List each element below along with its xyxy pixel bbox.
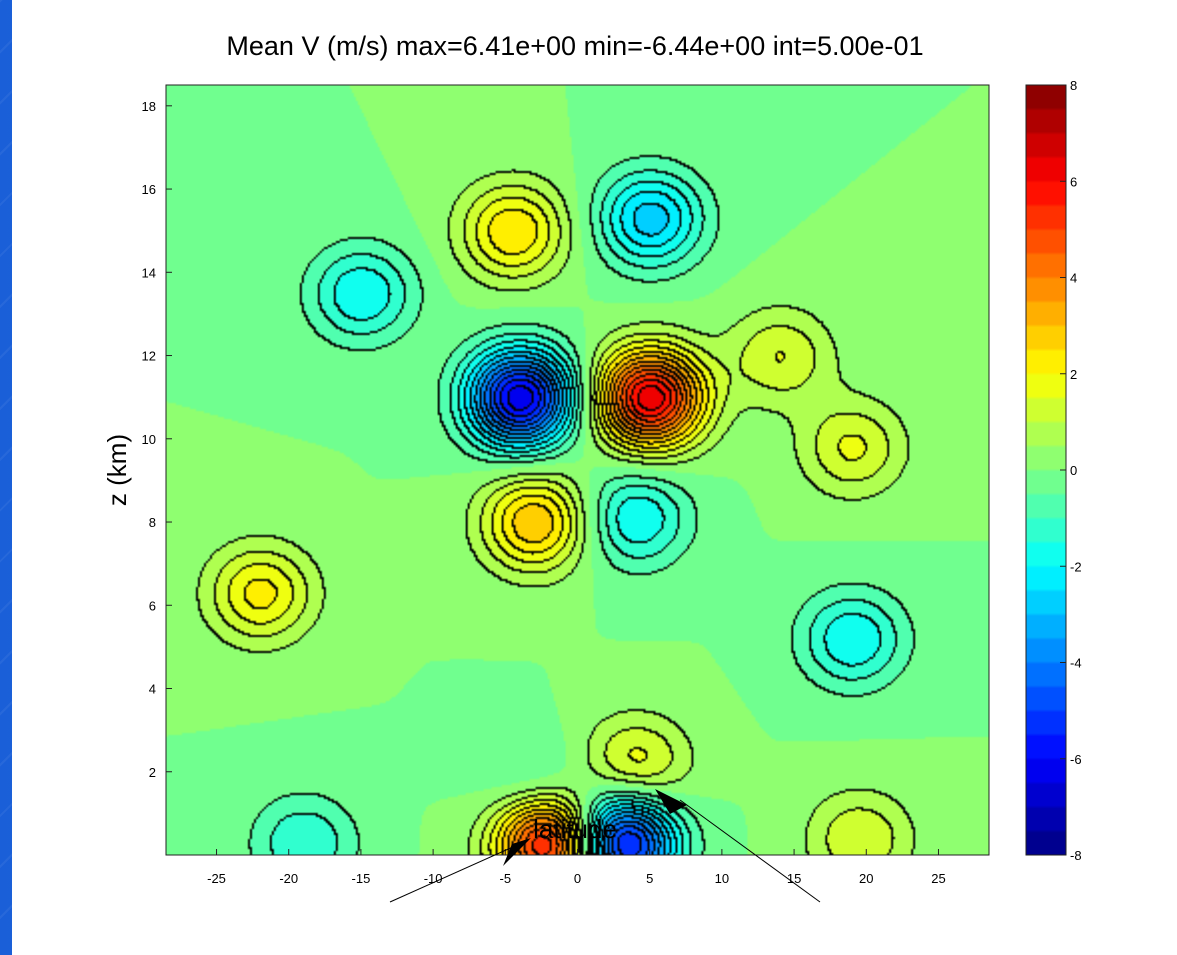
y-tick-label: 16	[142, 182, 156, 197]
colorbar-tick-label: 8	[1070, 78, 1077, 93]
y-tick-label: 4	[149, 682, 156, 697]
y-tick-label: 8	[149, 515, 156, 530]
colorbar-tick-label: -4	[1070, 656, 1082, 671]
y-axis-ticks: 2 4 6 8 10 12 14 16 18	[142, 99, 172, 780]
x-tick-label: 20	[859, 871, 873, 886]
colorbar-ticks: 8 6 4 2 0 -2 -4 -6 -8	[1060, 78, 1082, 863]
colorbar-tick-label: 6	[1070, 174, 1077, 189]
arrow-line-left	[389, 841, 525, 903]
x-tick-label: -15	[352, 871, 371, 886]
x-tick-label: 15	[787, 871, 801, 886]
colorbar-tick-label: -6	[1070, 752, 1082, 767]
colorbar-tick-label: -2	[1070, 559, 1082, 574]
y-tick-label: 10	[142, 432, 156, 447]
arrowhead-left	[503, 838, 531, 866]
y-tick-label: 12	[142, 349, 156, 364]
x-tick-label: 10	[715, 871, 729, 886]
chart-title: Mean V (m/s) max=6.41e+00 min=-6.44e+00 …	[226, 31, 923, 61]
y-tick-label: 2	[149, 765, 156, 780]
contour-field	[166, 85, 989, 855]
x-tick-label: -10	[424, 871, 443, 886]
x-axis-ticks: -25 -20 -15 -10 -5 0 5 10 15 20 25	[207, 849, 946, 886]
x-tick-label: -5	[500, 871, 512, 886]
arrowhead-right	[655, 789, 687, 814]
colorbar-tick-label: -8	[1070, 848, 1082, 863]
colorbar-tick-label: 4	[1070, 271, 1077, 286]
x-axis-label: latitude	[533, 814, 617, 844]
arrow-line-right	[679, 799, 821, 903]
y-tick-label: 18	[142, 99, 156, 114]
colorbar	[1026, 85, 1066, 855]
x-tick-label: -20	[279, 871, 298, 886]
y-tick-label: 14	[142, 265, 156, 280]
x-tick-label: -25	[207, 871, 226, 886]
colorbar-tick-label: 0	[1070, 463, 1077, 478]
x-tick-label: 25	[931, 871, 945, 886]
x-tick-label: 5	[646, 871, 653, 886]
y-tick-label: 6	[149, 598, 156, 613]
annotation-arrows	[389, 789, 821, 903]
colorbar-tick-label: 2	[1070, 367, 1077, 382]
y-axis-label: z (km)	[102, 434, 132, 506]
x-tick-label: 0	[574, 871, 581, 886]
